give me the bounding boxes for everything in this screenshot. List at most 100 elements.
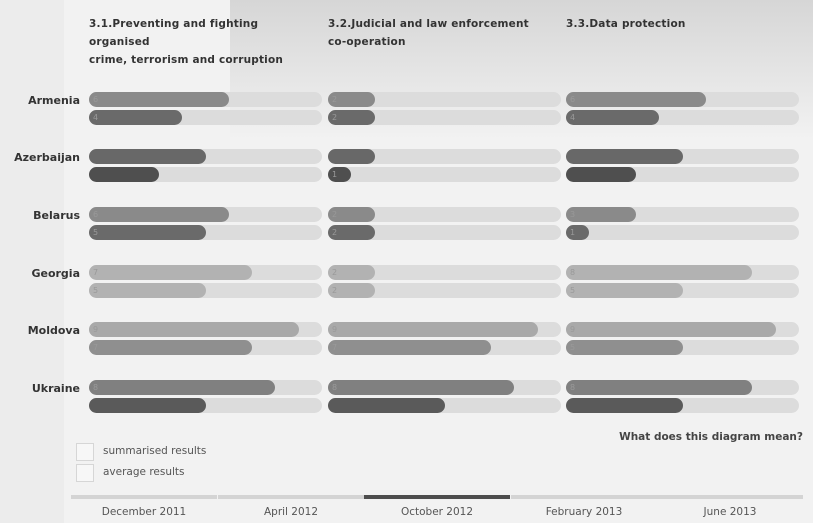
bar-track[interactable]: 9 [89,322,322,337]
bar-value-label: 9 [332,325,338,334]
bar-track[interactable]: 7 [89,265,322,280]
bar-azerbaijan-panel2-series2: 1 [328,167,351,182]
bar-moldova-panel2-series1: 9 [328,322,538,337]
bar-track[interactable]: 4 [566,110,799,125]
bar-track[interactable]: 8 [566,380,799,395]
bar-moldova-panel2-series2: 7 [328,340,491,355]
bar-track[interactable]: 7 [89,340,322,355]
bar-track[interactable]: 8 [89,380,322,395]
bar-armenia-panel2-series1: 2 [328,92,375,107]
timeline-segment[interactable] [657,495,803,499]
bar-track[interactable]: 1 [328,167,561,182]
summarised-results-label: summarised results [103,445,207,457]
bar-track[interactable] [328,149,561,164]
bar-armenia-panel3-series1: 6 [566,92,706,107]
bar-moldova-panel1-series2: 7 [89,340,252,355]
bar-ukraine-panel1-series2 [89,398,206,413]
bar-track[interactable]: 5 [89,225,322,240]
bar-belarus-panel1-series1: 6 [89,207,229,222]
bar-track[interactable]: 6 [566,92,799,107]
bar-armenia-panel3-series2: 4 [566,110,659,125]
bar-georgia-panel2-series2: 2 [328,283,375,298]
timeline-segment[interactable] [511,495,657,499]
bar-track[interactable]: 7 [328,340,561,355]
bar-value-label: 1 [570,228,576,237]
country-label-azerbaijan: Azerbaijan [14,151,80,164]
bar-track[interactable]: 9 [328,322,561,337]
bar-track[interactable] [89,398,322,413]
bar-track[interactable]: 3 [566,207,799,222]
bar-value-label: 2 [332,286,338,295]
column-title-1-line1: 3.1.Preventing and fighting organised [89,18,259,48]
timeline-label[interactable]: April 2012 [263,506,319,518]
bar-track[interactable]: 6 [89,207,322,222]
bar-track[interactable] [566,398,799,413]
bar-value-label: 7 [93,343,99,352]
bar-value-label: 9 [570,325,576,334]
average-results-checkbox[interactable] [76,464,94,482]
bar-value-label: 5 [570,343,576,352]
bar-azerbaijan-panel1-series2 [89,167,159,182]
timeline-label[interactable]: February 2013 [545,506,623,518]
bar-value-label: 2 [332,228,338,237]
bar-value-label: 3 [570,210,576,219]
bar-belarus-panel2-series2: 2 [328,225,375,240]
bar-track[interactable]: 9 [566,322,799,337]
timeline-label[interactable]: June 2013 [703,506,757,518]
diagram-help-link[interactable]: What does this diagram mean? [619,431,803,443]
bar-ukraine-panel3-series1: 8 [566,380,752,395]
timeline-segment[interactable] [218,495,364,499]
bar-moldova-panel1-series1: 9 [89,322,299,337]
bar-value-label: 2 [332,210,338,219]
bar-track[interactable] [566,149,799,164]
column-title-2-line2: co-operation [328,36,406,48]
bar-track[interactable]: 2 [328,265,561,280]
country-label-moldova: Moldova [27,324,80,337]
bar-value-label: 2 [332,268,338,277]
bar-track[interactable]: 5 [566,340,799,355]
bar-value-label: 6 [570,95,576,104]
bar-track[interactable] [89,167,322,182]
bar-track[interactable]: 5 [566,283,799,298]
bar-belarus-panel3-series1: 3 [566,207,636,222]
timeline-segment[interactable] [364,495,510,499]
bar-belarus-panel2-series1: 2 [328,207,375,222]
bar-ukraine-panel3-series2 [566,398,683,413]
column-title-1: 3.1.Preventing and fighting organised cr… [89,15,319,69]
bar-track[interactable]: 2 [328,225,561,240]
bar-value-label: 5 [93,228,99,237]
summarised-results-checkbox[interactable] [76,443,94,461]
bar-track[interactable]: 1 [566,225,799,240]
bar-track[interactable] [89,149,322,164]
bar-track[interactable]: 6 [89,92,322,107]
bar-track[interactable]: 5 [89,283,322,298]
bar-track[interactable]: 2 [328,207,561,222]
bar-track[interactable]: 8 [328,380,561,395]
bar-moldova-panel3-series1: 9 [566,322,776,337]
bar-value-label: 6 [93,95,99,104]
bar-track[interactable]: 2 [328,92,561,107]
bar-track[interactable]: 2 [328,283,561,298]
bar-ukraine-panel1-series1: 8 [89,380,275,395]
timeline-label[interactable]: December 2011 [101,506,187,518]
timeline-segment[interactable] [71,495,217,499]
bar-track[interactable]: 2 [328,110,561,125]
timeline-label[interactable]: October 2012 [400,506,474,518]
bar-georgia-panel1-series1: 7 [89,265,252,280]
bar-track[interactable]: 4 [89,110,322,125]
bar-value-label: 8 [332,383,338,392]
bar-ukraine-panel2-series2 [328,398,445,413]
bar-armenia-panel1-series2: 4 [89,110,182,125]
country-label-ukraine: Ukraine [31,382,80,395]
bar-value-label: 4 [570,113,576,122]
bar-value-label: 5 [93,286,99,295]
bar-track[interactable] [566,167,799,182]
column-title-1-line2: crime, terrorism and corruption [89,54,284,66]
bar-value-label: 5 [570,286,576,295]
column-title-2-line1: 3.2.Judicial and law enforcement [328,18,529,30]
bar-value-label: 7 [93,268,99,277]
bar-track[interactable] [328,398,561,413]
bar-track[interactable]: 8 [566,265,799,280]
bar-azerbaijan-panel3-series1 [566,149,683,164]
